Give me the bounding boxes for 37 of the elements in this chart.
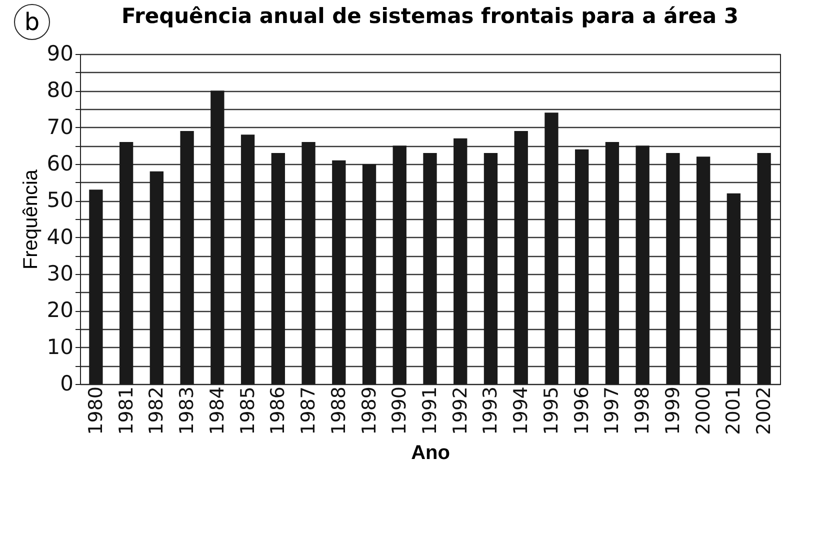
x-tick-label: 2001 bbox=[722, 386, 745, 435]
x-tick-label: 1996 bbox=[570, 386, 593, 435]
text: b bbox=[14, 4, 50, 40]
x-tick-label: 1988 bbox=[328, 386, 350, 435]
y-axis-title: Frequência bbox=[20, 168, 42, 270]
x-tick-label: 1989 bbox=[358, 386, 380, 435]
x-tick-label: 1999 bbox=[662, 386, 684, 435]
x-tick-label: 1981 bbox=[115, 386, 138, 435]
x-tick-label: 1986 bbox=[267, 386, 290, 435]
x-tick-label: 1994 bbox=[510, 386, 532, 435]
y-tick-label: 70 bbox=[46, 114, 74, 139]
y-tick-label: 10 bbox=[46, 334, 74, 359]
x-tick-label: 1993 bbox=[480, 386, 502, 435]
x-tick-label: 1990 bbox=[388, 386, 411, 435]
x-tick-label: 2000 bbox=[692, 386, 714, 435]
x-tick-label: 1980 bbox=[84, 386, 107, 435]
y-tick-label: 40 bbox=[46, 224, 74, 249]
x-tick-label: 1984 bbox=[206, 386, 228, 435]
x-tick-label: 1992 bbox=[449, 386, 472, 435]
y-tick-label: 0 bbox=[60, 372, 74, 396]
x-tick-label: 1985 bbox=[236, 386, 259, 435]
x-axis-title: Ano bbox=[411, 442, 450, 464]
x-tick-label: 1983 bbox=[176, 386, 198, 435]
x-tick-label: 1982 bbox=[146, 386, 168, 435]
y-tick-label: 60 bbox=[46, 152, 74, 176]
x-tick-label: 1987 bbox=[298, 386, 320, 435]
x-tick-label: 1998 bbox=[632, 386, 654, 435]
y-tick-label: 30 bbox=[46, 262, 74, 286]
y-tick-label: 80 bbox=[46, 78, 74, 102]
chart-title: Frequência anual de sistemas frontais para a área 3 bbox=[121, 4, 739, 28]
x-tick-label: 2002 bbox=[753, 386, 776, 435]
x-tick-label: 1997 bbox=[601, 386, 624, 435]
y-tick-label: 50 bbox=[46, 188, 74, 212]
x-tick-label: 1991 bbox=[419, 386, 441, 435]
y-tick-label: 90 bbox=[46, 42, 74, 66]
x-tick-label: 1995 bbox=[540, 386, 562, 435]
y-tick-label: 20 bbox=[46, 298, 74, 322]
